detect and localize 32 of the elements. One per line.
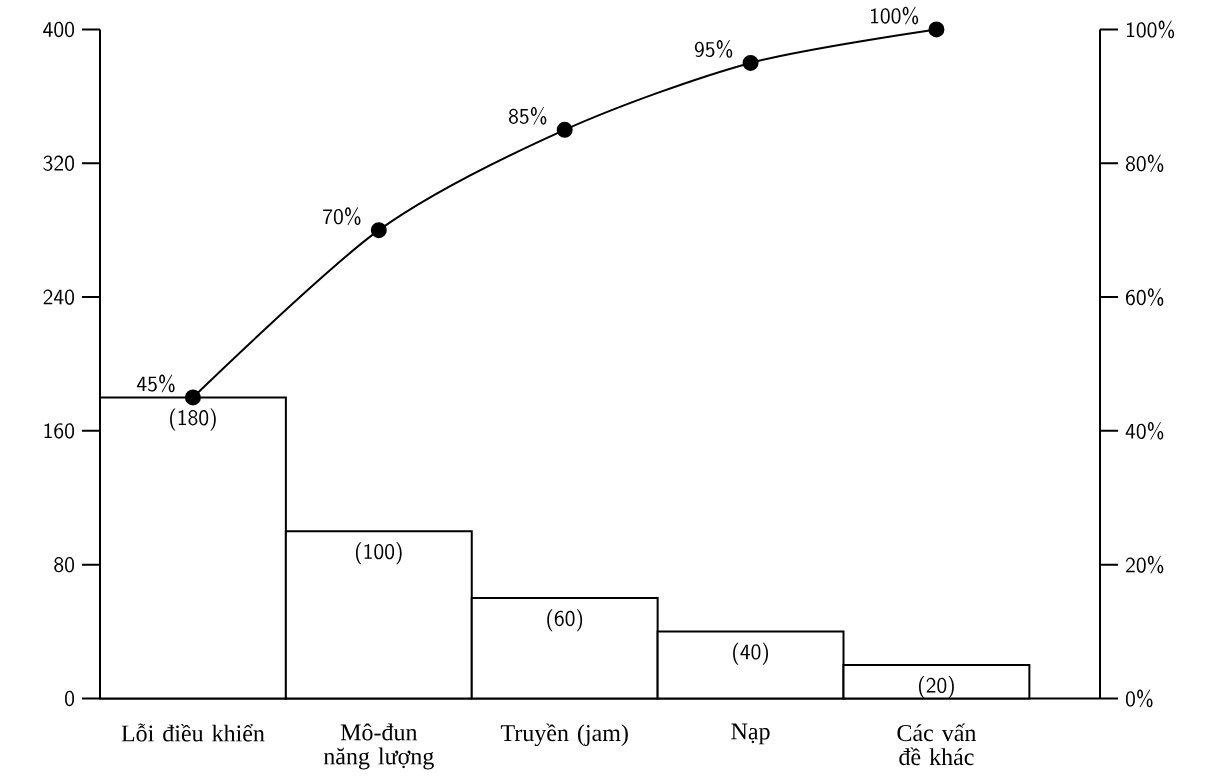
y-tick-label: 80 — [54, 556, 75, 573]
data-label: (100) — [355, 542, 402, 565]
data-label: 70% — [323, 207, 361, 226]
y2-tick-label: 80% — [1125, 154, 1164, 173]
point — [742, 54, 759, 71]
y2-tick-label: 100% — [1127, 20, 1175, 39]
data-label: 85% — [509, 106, 547, 125]
y2-tick-label: 60% — [1125, 288, 1164, 306]
y-tick-label: 240 — [43, 289, 75, 305]
x-tick-label: Lỗi điều khiển — [121, 723, 265, 742]
data-label: (20) — [919, 676, 954, 699]
point — [184, 389, 201, 406]
data-label: (180) — [170, 408, 216, 431]
x-tick-label: Mô-đun năng lượng — [323, 723, 434, 770]
y-tick-label: 320 — [43, 155, 75, 171]
point — [370, 222, 387, 239]
y2-tick-label: 20% — [1125, 555, 1164, 574]
data-label: (60) — [547, 609, 583, 632]
data-label: 45% — [136, 374, 175, 393]
data-label: 95% — [694, 40, 733, 58]
x-tick-label: Nạp — [731, 723, 770, 745]
data-label: (40) — [733, 642, 768, 665]
y-tick-label: 160 — [44, 423, 75, 439]
y2-tick-label: 40% — [1125, 421, 1164, 440]
point — [556, 121, 573, 138]
y2-tick-label: 0% — [1125, 689, 1153, 708]
data-label: 100% — [871, 6, 919, 25]
y-tick-label: 0 — [65, 690, 75, 707]
point — [928, 21, 945, 38]
x-tick-label: Các vấn đề khác — [897, 723, 977, 766]
y-tick-label: 400 — [43, 21, 75, 38]
x-tick-label: Truyền (jam) — [500, 723, 628, 747]
